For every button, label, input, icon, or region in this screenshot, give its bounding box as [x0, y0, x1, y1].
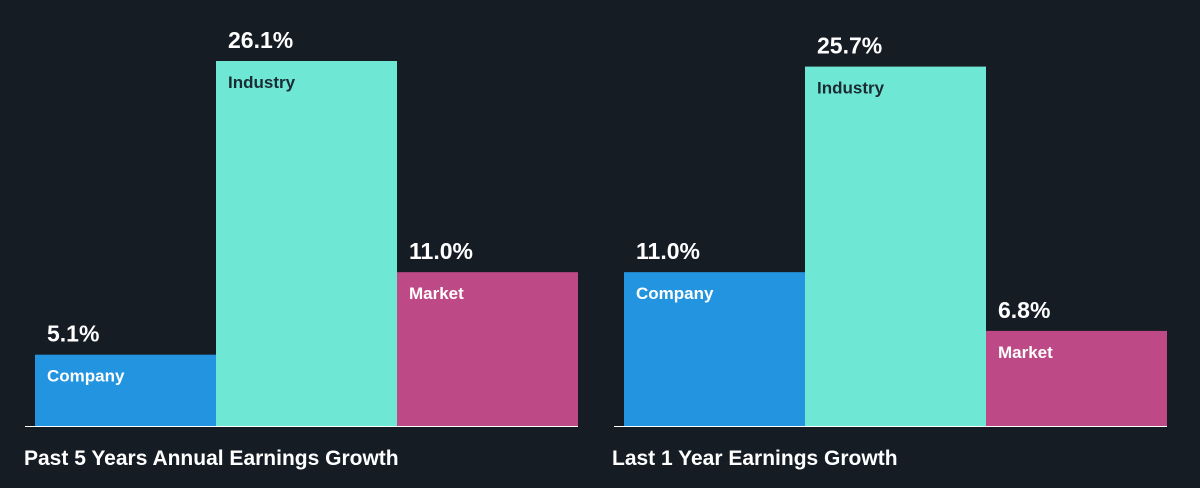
chart-1-industry-category-label: Industry [228, 73, 296, 92]
chart-2-industry-category-label: Industry [817, 79, 885, 98]
chart-1-industry-value-label: 26.1% [228, 27, 293, 53]
chart-1-market-category-label: Market [409, 284, 464, 303]
chart-1-company-value-label: 5.1% [47, 321, 99, 347]
chart-1-industry-bar [216, 61, 397, 426]
chart-2-company-bar [624, 272, 805, 426]
chart-2-title: Last 1 Year Earnings Growth [612, 447, 898, 470]
chart-1-title: Past 5 Years Annual Earnings Growth [24, 447, 399, 470]
chart-2-market-bar [986, 330, 1167, 426]
chart-2-industry-value-label: 25.7% [817, 33, 882, 59]
chart-1-company-bar [35, 354, 216, 426]
chart-2-market-category-label: Market [998, 343, 1053, 362]
chart-2-company-value-label: 11.0% [636, 238, 700, 264]
chart-2-company-category-label: Company [636, 284, 714, 303]
chart-1-market-bar [397, 272, 578, 426]
chart-2-market-value-label: 6.8% [998, 297, 1050, 323]
chart-1-market-value-label: 11.0% [409, 238, 473, 264]
chart-2-industry-bar [805, 66, 986, 426]
chart-1-company-category-label: Company [47, 367, 125, 386]
